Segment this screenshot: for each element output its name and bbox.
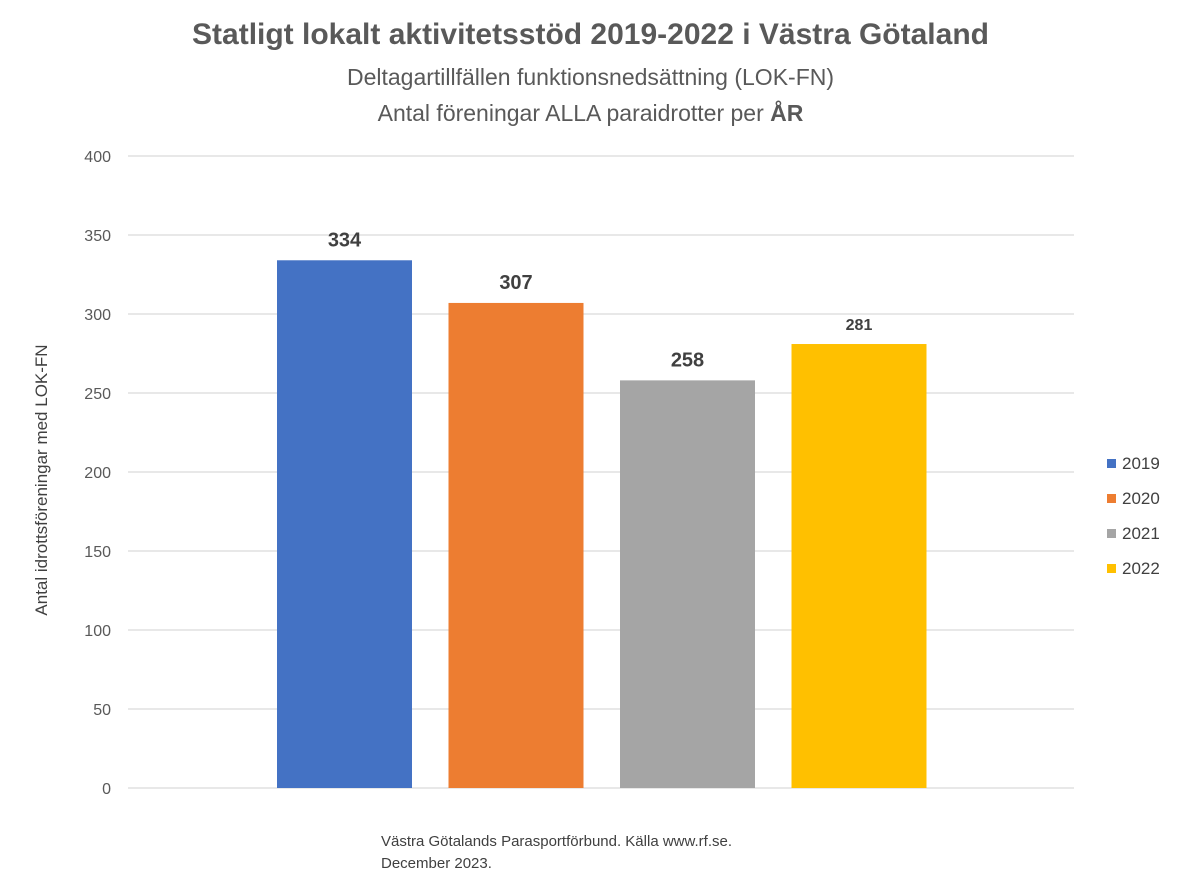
y-tick-label: 150	[84, 544, 111, 561]
bar-2021	[620, 380, 755, 788]
source-note: Västra Götalands Parasportförbund. Källa…	[381, 831, 732, 875]
data-label-2020: 307	[499, 272, 532, 294]
y-tick-label: 400	[84, 149, 111, 166]
legend-item-2020: 2020	[1107, 481, 1160, 516]
legend-item-2022: 2022	[1107, 551, 1160, 586]
data-label-2019: 334	[328, 229, 362, 251]
y-tick-label: 0	[102, 781, 111, 798]
legend-item-2019: 2019	[1107, 446, 1160, 481]
bar-2022	[791, 344, 927, 788]
y-tick-label: 50	[93, 702, 111, 719]
source-line-2: December 2023.	[381, 855, 492, 872]
legend-swatch	[1107, 529, 1116, 538]
legend-swatch	[1107, 494, 1116, 503]
source-line-1: Västra Götalands Parasportförbund. Källa…	[381, 833, 733, 850]
chart-subtitle-2: Antal föreningar ALLA paraidrotter per Å…	[0, 100, 1181, 127]
legend-swatch	[1107, 459, 1116, 468]
bar-2019	[277, 260, 412, 788]
y-tick-label: 100	[84, 623, 111, 640]
legend-label: 2022	[1122, 558, 1160, 578]
legend-label: 2020	[1122, 488, 1160, 508]
chart-legend: 2019 2020 2021 2022	[1107, 446, 1160, 586]
legend-item-2021: 2021	[1107, 516, 1160, 551]
data-label-2022: 281	[846, 317, 873, 334]
chart-subtitle-2-bold: ÅR	[770, 100, 804, 126]
chart-title: Statligt lokalt aktivitetsstöd 2019-2022…	[192, 18, 989, 51]
y-tick-label: 200	[84, 465, 111, 482]
y-tick-label: 300	[84, 307, 111, 324]
data-label-2021: 258	[671, 349, 704, 371]
legend-swatch	[1107, 564, 1116, 573]
chart-subtitle-1: Deltagartillfällen funktionsnedsättning …	[346, 64, 835, 90]
legend-label: 2019	[1122, 453, 1160, 473]
legend-label: 2021	[1122, 523, 1160, 543]
bar-2020	[448, 302, 584, 788]
y-tick-label: 350	[84, 228, 111, 245]
y-tick-label: 250	[84, 386, 111, 403]
chart-subtitle-2-text: Antal föreningar ALLA paraidrotter per	[377, 100, 771, 126]
